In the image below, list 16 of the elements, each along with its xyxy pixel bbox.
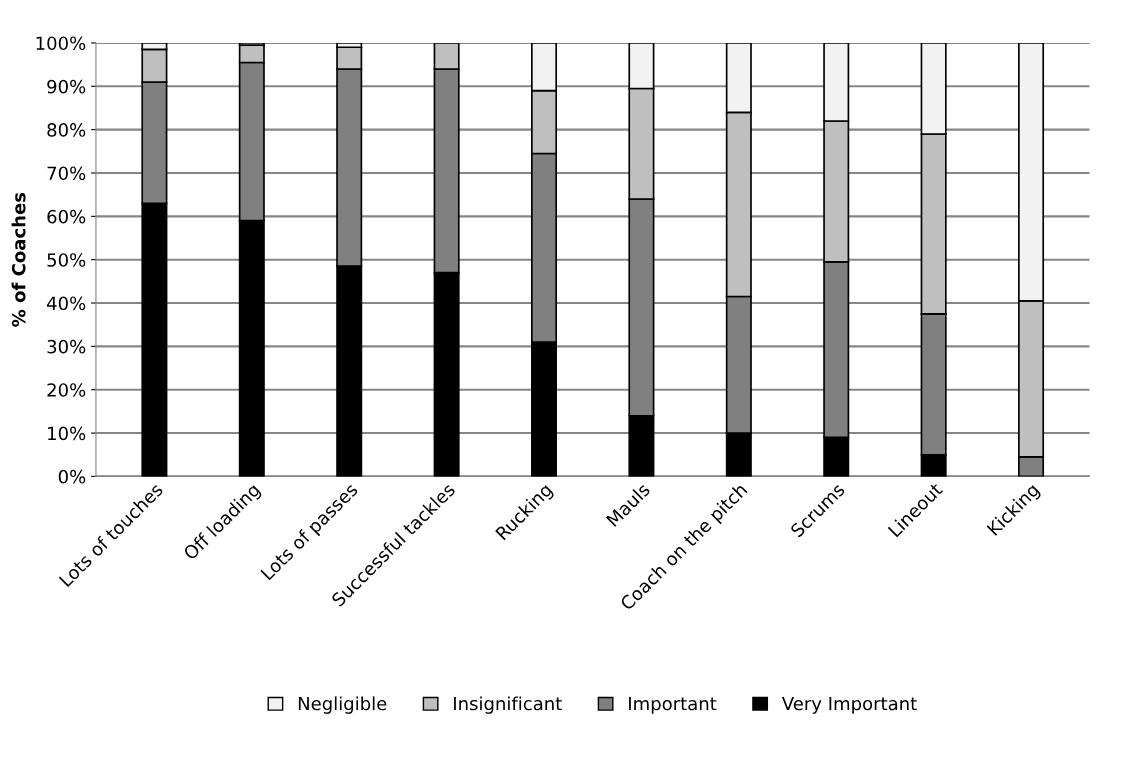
y-tick-label: 70% <box>47 166 86 181</box>
y-tick-label: 60% <box>47 209 86 224</box>
y-tick-label: 10% <box>48 426 86 441</box>
y-tick-label: 100% <box>36 36 86 51</box>
legend-label: Very Important <box>781 696 917 714</box>
y-tick-label: 40% <box>46 296 86 311</box>
legend-label: Important <box>629 696 717 714</box>
legend-label: Insignificant <box>454 696 562 714</box>
y-tick-label: 80% <box>47 123 86 137</box>
y-tick-label: 90% <box>47 79 86 94</box>
y-axis-title: % of Coaches <box>11 192 26 327</box>
y-tick-label: 50% <box>47 253 86 267</box>
y-tick-label: 20% <box>47 383 86 397</box>
y-tick-label: 0% <box>58 469 86 484</box>
legend-label: Negligible <box>298 696 387 714</box>
y-tick-label: 30% <box>47 339 86 354</box>
